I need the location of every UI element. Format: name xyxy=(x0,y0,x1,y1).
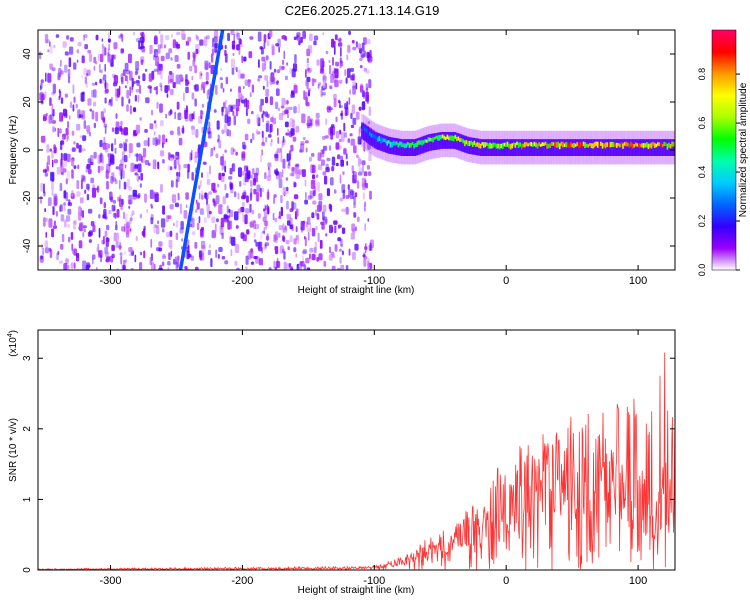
colorbar: 0.0 0.2 0.4 0.6 0.8 Normalized spectral ampl… xyxy=(697,29,749,276)
spectrogram-noise-layer xyxy=(39,30,374,270)
y-tick-label: -20 xyxy=(22,190,33,205)
y-tick-label: 3 xyxy=(22,355,33,361)
y-tick-label: 1 xyxy=(22,496,33,502)
x-tick-label: -200 xyxy=(231,275,253,287)
spectrogram-y-axis-label: Frequency (Hz) xyxy=(8,116,19,185)
y-tick-label: 2 xyxy=(22,426,33,432)
spectrogram-signal-band xyxy=(361,114,675,165)
x-tick-label: 100 xyxy=(629,275,647,287)
snr-series-line xyxy=(38,352,675,570)
y-tick-label: 40 xyxy=(22,48,33,60)
colorbar-tick-label: 0.6 xyxy=(697,117,707,130)
x-tick-label: 0 xyxy=(503,275,509,287)
snr-panel: -300 -200 -100 0 100 0 1 2 3 Height of straight… xyxy=(7,329,676,596)
snr-y-axis-label: SNR (10 * v/v) xyxy=(8,418,19,482)
colorbar-tick-label: 0.8 xyxy=(697,68,707,81)
spectrogram-x-axis-label: Height of straight line (km) xyxy=(298,285,415,296)
colorbar-ticks: 0.0 0.2 0.4 0.6 0.8 xyxy=(697,68,740,276)
colorbar-tick-label: 0.4 xyxy=(697,166,707,179)
y-tick-label: 0 xyxy=(22,567,33,573)
x-tick-label: -300 xyxy=(100,575,122,587)
snr-y-ticks: 0 1 2 3 xyxy=(22,355,675,573)
x-tick-label: -100 xyxy=(363,275,385,287)
colorbar-tick-label: 0.2 xyxy=(697,215,707,228)
spectrogram-diagonal-track xyxy=(178,30,225,270)
svg-text:(x104): (x104) xyxy=(7,330,19,357)
spectrogram-x-ticks: -300 -200 -100 0 100 xyxy=(100,30,647,287)
y-tick-label: 0 xyxy=(22,147,33,153)
x-tick-label: -200 xyxy=(231,575,253,587)
snr-multiplier: (x104) xyxy=(7,330,19,357)
colorbar-label: Normalized spectral amplitude xyxy=(738,82,749,217)
x-tick-label: 100 xyxy=(629,575,647,587)
x-tick-label: 0 xyxy=(503,575,509,587)
colorbar-tick-label: 0.0 xyxy=(697,264,707,277)
snr-multiplier-base: (x10 xyxy=(8,337,19,357)
snr-frame xyxy=(37,329,676,571)
y-tick-label: 20 xyxy=(22,96,33,108)
x-tick-label: -300 xyxy=(100,275,122,287)
snr-x-ticks: -300 -200 -100 0 100 xyxy=(100,330,647,587)
x-tick-label: -100 xyxy=(363,575,385,587)
figure-title: C2E6.2025.271.13.14.G19 xyxy=(285,3,440,18)
spectrogram-y-ticks: -40 -20 0 20 40 xyxy=(22,48,675,253)
snr-x-axis-label: Height of straight line (km) xyxy=(298,585,415,596)
colorbar-gradient xyxy=(711,29,737,271)
y-tick-label: -40 xyxy=(22,238,33,253)
snr-multiplier-exponent: 4 xyxy=(7,333,14,337)
